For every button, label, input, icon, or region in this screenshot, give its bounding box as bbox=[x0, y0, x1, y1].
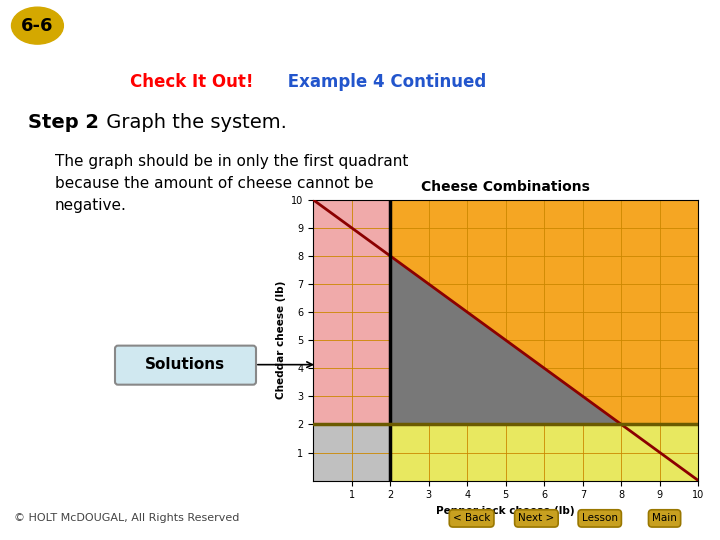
X-axis label: Pepper jack cheese (lb): Pepper jack cheese (lb) bbox=[436, 506, 575, 516]
Text: Solutions: Solutions bbox=[145, 357, 225, 372]
Text: Lesson: Lesson bbox=[582, 514, 618, 523]
Text: because the amount of cheese cannot be: because the amount of cheese cannot be bbox=[55, 177, 374, 192]
Title: Cheese Combinations: Cheese Combinations bbox=[421, 180, 590, 194]
Text: Step 2: Step 2 bbox=[28, 113, 99, 132]
Text: 6-6: 6-6 bbox=[21, 17, 54, 35]
Text: Check It Out!: Check It Out! bbox=[130, 73, 253, 91]
Text: < Back: < Back bbox=[453, 514, 490, 523]
Text: Next >: Next > bbox=[518, 514, 554, 523]
Y-axis label: Cheddar cheese (lb): Cheddar cheese (lb) bbox=[276, 281, 286, 400]
Text: Solving Systems of Linear Inequalities: Solving Systems of Linear Inequalities bbox=[83, 17, 471, 35]
Text: negative.: negative. bbox=[55, 199, 127, 213]
Text: Example 4 Continued: Example 4 Continued bbox=[282, 73, 486, 91]
Circle shape bbox=[12, 7, 63, 44]
Text: Graph the system.: Graph the system. bbox=[100, 113, 287, 132]
Polygon shape bbox=[390, 256, 621, 424]
FancyBboxPatch shape bbox=[115, 346, 256, 384]
Text: Main: Main bbox=[652, 514, 677, 523]
Text: © HOLT McDOUGAL, All Rights Reserved: © HOLT McDOUGAL, All Rights Reserved bbox=[14, 514, 240, 523]
Text: The graph should be in only the first quadrant: The graph should be in only the first qu… bbox=[55, 154, 408, 170]
